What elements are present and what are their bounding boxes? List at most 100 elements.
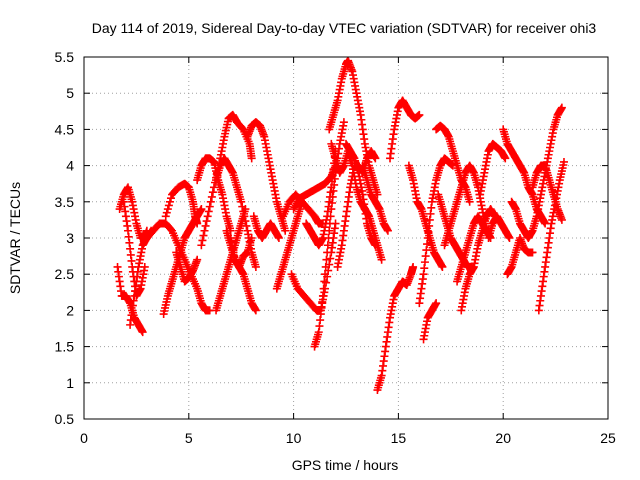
series-track-12 — [212, 205, 250, 315]
series-track-29 — [386, 96, 424, 163]
x-tick-label: 10 — [286, 430, 302, 446]
data-point — [203, 212, 212, 221]
data-point — [251, 262, 260, 271]
data-point — [193, 255, 202, 264]
series-track-41 — [503, 234, 537, 279]
data-point — [465, 197, 474, 206]
series-track-39 — [484, 212, 514, 242]
series-track-15 — [243, 118, 290, 235]
data-point — [528, 248, 537, 257]
series-track-21 — [302, 147, 340, 250]
series-track-43 — [528, 161, 566, 224]
data-point — [205, 202, 214, 211]
series-track-14 — [226, 234, 256, 271]
data-point — [371, 154, 380, 163]
data-point — [281, 226, 290, 235]
y-tick-label: 4 — [66, 158, 74, 174]
series-track-35 — [440, 161, 491, 250]
data-point — [383, 226, 392, 235]
data-point — [409, 262, 418, 271]
data-point — [557, 103, 566, 112]
data-point — [166, 194, 175, 203]
data-point — [559, 157, 568, 166]
series-track-40 — [499, 125, 550, 228]
y-tick-label: 0.5 — [55, 411, 75, 427]
data-point — [325, 219, 334, 228]
series-track-37 — [457, 205, 499, 315]
data-point — [200, 226, 209, 235]
data-point — [247, 154, 256, 163]
data-point — [505, 234, 514, 242]
data-point — [241, 205, 250, 214]
data-point — [237, 197, 246, 206]
data-point — [319, 284, 328, 293]
data-point — [557, 215, 566, 224]
data-point — [207, 192, 216, 201]
data-point — [199, 231, 208, 240]
data-point — [247, 234, 256, 242]
data-point — [209, 183, 218, 192]
series-track-25 — [333, 147, 380, 271]
series-track-42 — [507, 103, 566, 242]
data-point — [371, 241, 380, 250]
data-point — [161, 212, 170, 221]
series-track-27 — [358, 161, 392, 235]
data-point — [432, 299, 441, 308]
data-point — [501, 154, 510, 163]
series-track-23 — [325, 56, 382, 199]
series-track-07 — [161, 179, 202, 228]
y-tick-label: 1 — [66, 375, 74, 391]
data-point — [339, 118, 348, 127]
series-track-17 — [272, 197, 306, 293]
x-axis-title: GPS time / hours — [292, 457, 399, 473]
x-tick-label: 15 — [391, 430, 407, 446]
data-point — [318, 291, 327, 300]
series-track-16 — [249, 212, 283, 242]
x-tick-label: 25 — [600, 430, 616, 446]
y-tick-label: 2 — [66, 302, 74, 318]
data-point — [321, 270, 330, 279]
y-tick-label: 2.5 — [55, 266, 75, 282]
y-axis-title: SDTVAR / TECUs — [7, 182, 23, 294]
data-point — [197, 241, 206, 250]
chart-title: Day 114 of 2019, Sidereal Day-to-day VTE… — [92, 20, 597, 36]
data-point — [322, 255, 331, 264]
y-tick-label: 5 — [66, 85, 74, 101]
data-point — [163, 205, 172, 214]
series-track-20 — [289, 161, 340, 214]
y-tick-label: 4.5 — [55, 121, 75, 137]
data-point — [326, 254, 335, 263]
data-point — [438, 262, 447, 271]
data-point — [164, 201, 173, 210]
series-track-08 — [172, 248, 202, 286]
x-tick-label: 5 — [185, 430, 193, 446]
data-point — [208, 188, 217, 197]
data-point — [138, 328, 147, 337]
data-point — [274, 234, 283, 242]
data-point — [323, 241, 332, 250]
data-point — [321, 262, 330, 271]
series-track-26 — [342, 139, 380, 250]
data-point — [326, 212, 335, 221]
data-point — [197, 205, 206, 214]
data-point — [377, 255, 386, 264]
data-point — [204, 207, 213, 216]
data-point — [193, 219, 202, 228]
series-track-32 — [419, 299, 441, 344]
data-point — [325, 226, 334, 235]
x-tick-label: 0 — [80, 430, 88, 446]
data-points — [113, 56, 568, 395]
data-point — [324, 234, 333, 242]
axis-ticks: 0 5 10 15 20 25 0.5 1 1.5 2 2.5 3 3.5 4 4.5 5 5.5 — [55, 49, 616, 446]
data-point — [323, 248, 332, 257]
data-point — [251, 306, 260, 315]
data-point — [201, 221, 210, 230]
x-tick-label: 20 — [495, 430, 511, 446]
series-track-28 — [373, 262, 418, 395]
y-tick-label: 3.5 — [55, 194, 75, 210]
y-tick-label: 3 — [66, 230, 74, 246]
y-tick-label: 1.5 — [55, 339, 75, 355]
data-point — [202, 217, 211, 226]
y-tick-label: 5.5 — [55, 49, 75, 65]
